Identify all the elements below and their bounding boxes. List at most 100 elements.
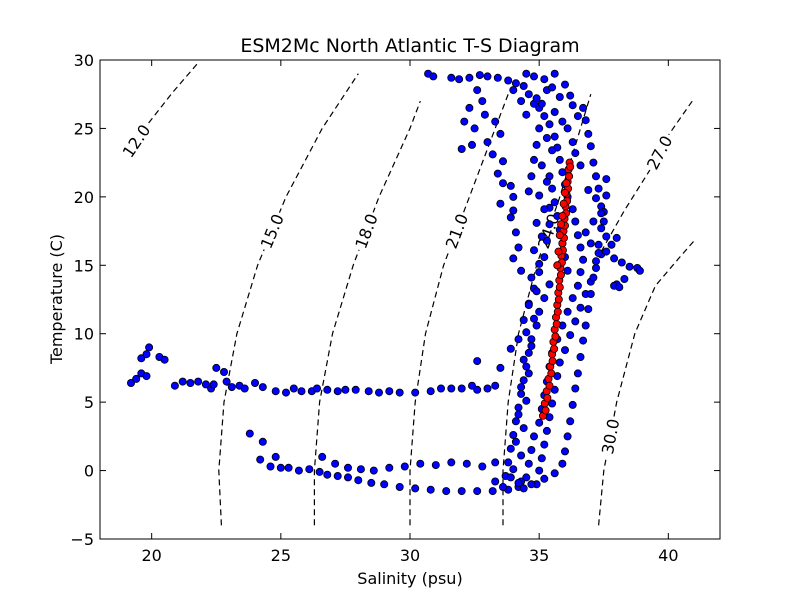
- x-tick-label: 25: [271, 546, 291, 565]
- scatter-point-series-0: [527, 273, 536, 282]
- scatter-point-series-0: [400, 462, 409, 471]
- scatter-point-series-0: [473, 487, 482, 496]
- scatter-point-series-0: [576, 303, 585, 312]
- scatter-point-series-0: [540, 75, 549, 84]
- scatter-point-series-0: [555, 358, 564, 367]
- scatter-point-series-0: [470, 124, 479, 133]
- scatter-point-series-0: [498, 157, 507, 166]
- scatter-point-series-0: [132, 374, 141, 383]
- scatter-point-series-0: [509, 254, 518, 263]
- scatter-point-series-0: [563, 124, 572, 133]
- scatter-point-series-0: [550, 385, 559, 394]
- scatter-point-series-0: [602, 175, 611, 184]
- scatter-point-series-0: [395, 388, 404, 397]
- scatter-point-series-0: [550, 108, 559, 117]
- scatter-point-series-0: [522, 110, 531, 119]
- scatter-point-series-0: [323, 385, 332, 394]
- scatter-point-series-0: [535, 124, 544, 133]
- scatter-point-series-0: [483, 72, 492, 81]
- scatter-points: [127, 69, 644, 496]
- scatter-point-series-0: [545, 280, 554, 289]
- scatter-point-series-0: [271, 387, 280, 396]
- y-tick-label: 30: [74, 51, 94, 70]
- scatter-point-series-0: [586, 289, 595, 298]
- x-tick-label: 40: [658, 546, 678, 565]
- contour-label-bg: [532, 208, 565, 254]
- scatter-point-series-0: [455, 75, 464, 84]
- scatter-point-series-0: [514, 478, 523, 487]
- scatter-point-series-0: [617, 258, 626, 267]
- scatter-point-series-0: [522, 396, 531, 405]
- scatter-point-series-0: [369, 466, 378, 475]
- contour-label-bg: [641, 130, 678, 175]
- scatter-point-series-0: [550, 69, 559, 78]
- scatter-point-series-0: [558, 117, 567, 126]
- scatter-point-series-0: [571, 384, 580, 393]
- scatter-point-series-0: [411, 388, 420, 397]
- scatter-point-series-0: [506, 213, 515, 222]
- scatter-point-series-0: [457, 384, 466, 393]
- scatter-point-series-0: [540, 205, 549, 214]
- scatter-point-series-0: [566, 331, 575, 340]
- scatter-point-series-0: [442, 487, 451, 496]
- scatter-point-series-0: [457, 144, 466, 153]
- scatter-point-series-0: [594, 240, 603, 249]
- scatter-point-series-1: [556, 270, 565, 279]
- scatter-point-series-0: [602, 232, 611, 241]
- scatter-point-series-0: [532, 321, 541, 330]
- scatter-point-series-0: [517, 383, 526, 392]
- scatter-point-series-0: [493, 73, 502, 82]
- scatter-point-series-0: [589, 273, 598, 282]
- scatter-point-series-0: [318, 452, 327, 461]
- y-tick-label: −5: [70, 530, 94, 549]
- scatter-point-series-0: [209, 380, 218, 389]
- scatter-point-series-0: [465, 73, 474, 82]
- y-tick-label: 10: [74, 325, 94, 344]
- scatter-point-series-0: [615, 283, 624, 292]
- scatter-point-series-0: [256, 455, 265, 464]
- scatter-point-series-0: [315, 467, 324, 476]
- x-tick-label: 35: [529, 546, 549, 565]
- scatter-point-series-0: [374, 388, 383, 397]
- y-axis-ticks: −5 0 5 10 15 20 25 30: [70, 51, 720, 549]
- scatter-point-series-0: [323, 470, 332, 479]
- scatter-point-series-0: [333, 471, 342, 480]
- scatter-point-series-0: [380, 480, 389, 489]
- scatter-point-series-0: [514, 403, 523, 412]
- scatter-point-series-0: [620, 274, 629, 283]
- scatter-point-series-0: [576, 352, 585, 361]
- scatter-point-series-0: [566, 91, 575, 100]
- scatter-point-series-0: [258, 437, 267, 446]
- scatter-point-series-0: [586, 239, 595, 248]
- scatter-point-series-1: [541, 406, 550, 415]
- scatter-point-series-0: [573, 231, 582, 240]
- scatter-point-series-1: [558, 211, 567, 220]
- scatter-point-series-0: [589, 158, 598, 167]
- scatter-point-series-0: [522, 69, 531, 78]
- scatter-point-series-0: [509, 465, 518, 474]
- scatter-point-series-0: [535, 307, 544, 316]
- scatter-point-series-0: [457, 487, 466, 496]
- scatter-point-series-1: [555, 231, 564, 240]
- scatter-point-series-0: [542, 426, 551, 435]
- scatter-point-series-1: [559, 199, 568, 208]
- scatter-point-series-0: [540, 440, 549, 449]
- scatter-point-series-0: [506, 473, 515, 482]
- scatter-point-series-0: [519, 376, 528, 385]
- scatter-point-series-1: [547, 369, 556, 378]
- scatter-point-series-0: [240, 384, 249, 393]
- scatter-point-series-0: [558, 459, 567, 468]
- scatter-point-series-0: [385, 463, 394, 472]
- scatter-point-series-0: [467, 140, 476, 149]
- scatter-point-series-0: [561, 447, 570, 456]
- scatter-point-series-0: [594, 184, 603, 193]
- scatter-point-series-0: [460, 117, 469, 126]
- scatter-point-series-0: [137, 354, 146, 363]
- scatter-point-series-0: [514, 410, 523, 419]
- scatter-point-series-0: [592, 263, 601, 272]
- scatter-point-series-0: [530, 155, 539, 164]
- scatter-point-series-0: [563, 307, 572, 316]
- scatter-point-series-0: [506, 444, 515, 453]
- scatter-point-series-0: [540, 474, 549, 483]
